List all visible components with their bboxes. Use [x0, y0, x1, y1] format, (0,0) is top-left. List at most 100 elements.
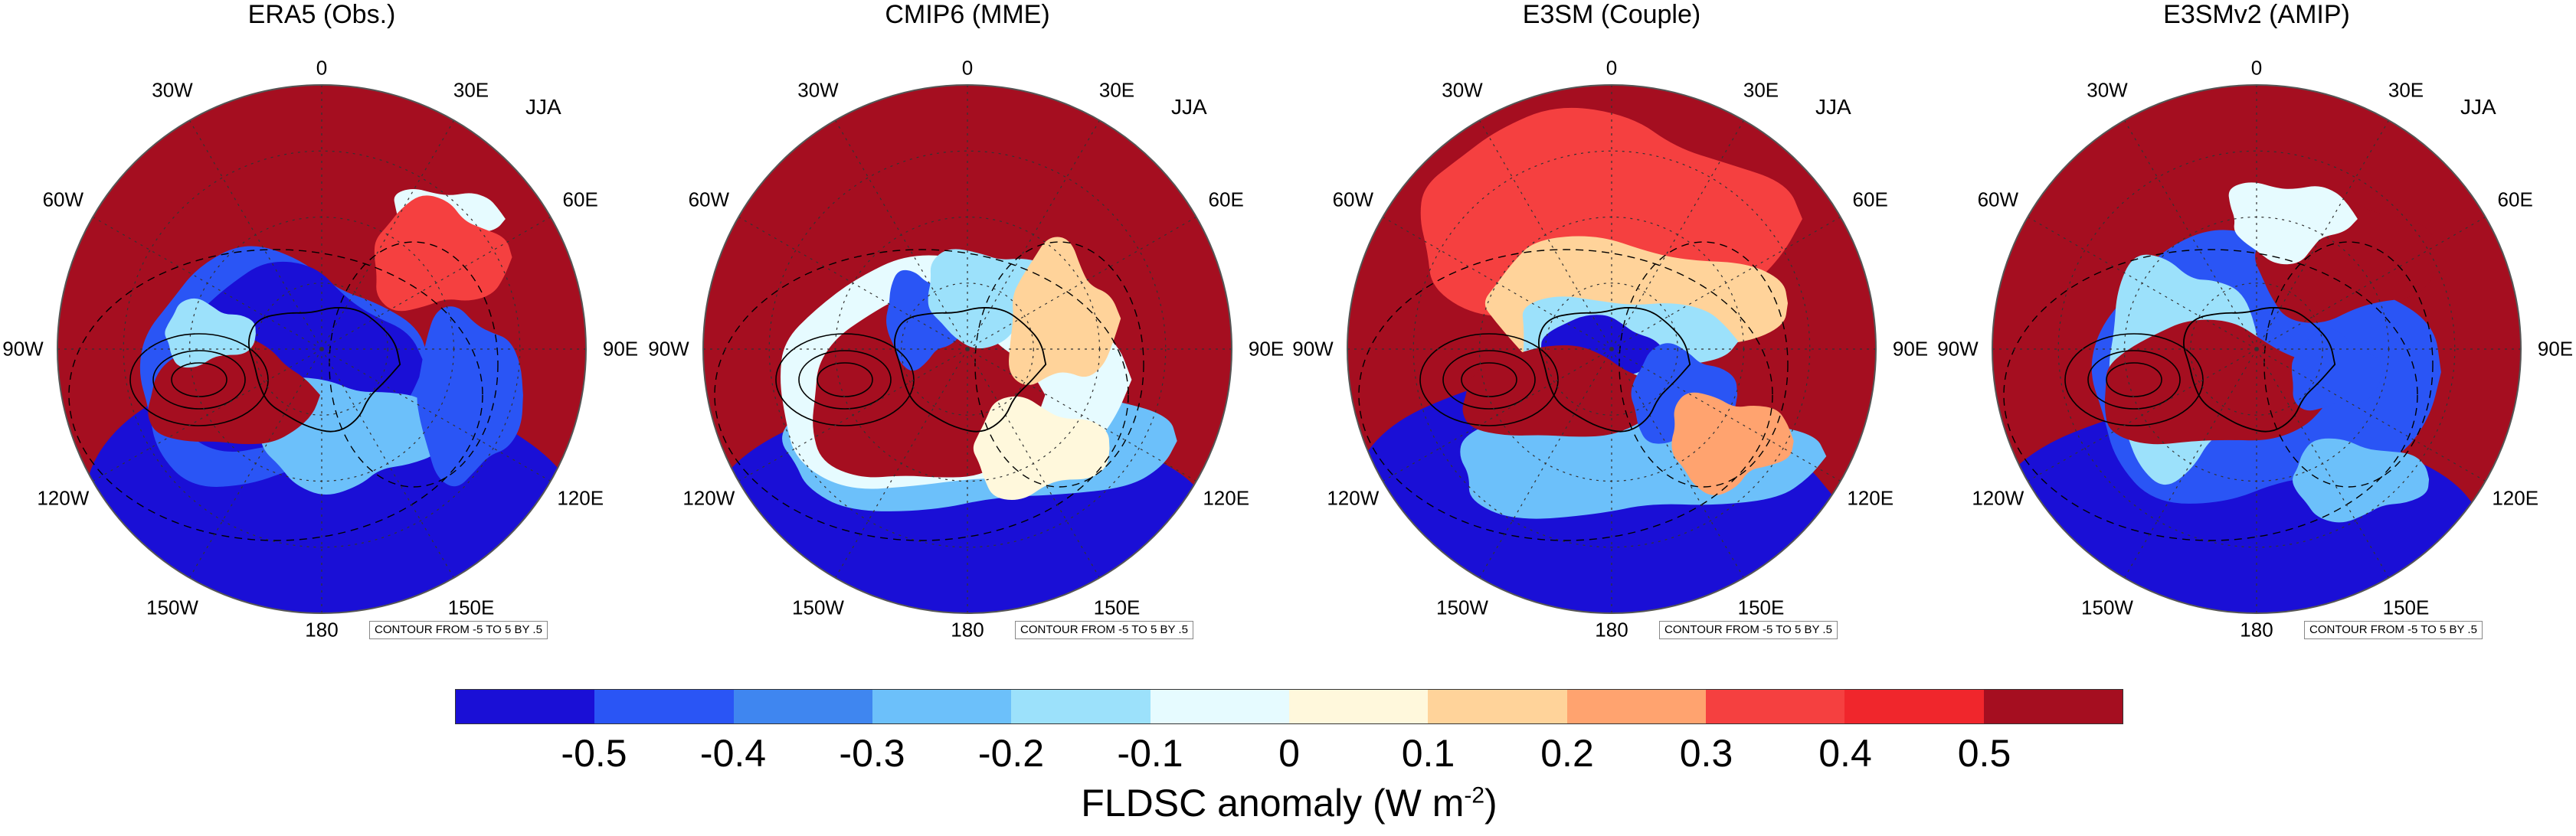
- longitude-label: 150W: [1436, 596, 1488, 619]
- meridian-gridline: [188, 348, 322, 579]
- anomaly-region: [2228, 182, 2358, 265]
- longitude-label: 150E: [447, 596, 495, 619]
- anomaly-region: [2291, 328, 2384, 411]
- longitude-label: 60E: [1852, 188, 1888, 211]
- coastline: [248, 307, 401, 433]
- longitude-label: 90E: [1892, 337, 1929, 361]
- colorbar-segment: [1844, 690, 1984, 723]
- colorbar-tick-label: -0.5: [561, 732, 627, 775]
- map-boundary: [57, 84, 587, 614]
- colorbar-title: FLDSC anomaly (W m-2): [1081, 782, 1497, 825]
- anomaly-region: [973, 396, 1110, 501]
- map-boundary: [1992, 84, 2522, 614]
- latitude-gridline: [255, 282, 388, 416]
- meridian-gridline: [2123, 348, 2257, 579]
- meridian-gridline: [1382, 216, 1612, 350]
- longitude-label: 30W: [152, 78, 193, 102]
- longitude-label: 30W: [797, 78, 839, 102]
- contour-line: [171, 362, 227, 397]
- coastline: [894, 307, 1047, 433]
- longitude-label: 0: [1605, 56, 1618, 80]
- season-label: JJA: [1815, 95, 1851, 119]
- longitude-label: 90E: [602, 337, 639, 361]
- meridian-gridline: [738, 216, 968, 350]
- longitude-label: 120W: [37, 486, 90, 510]
- longitude-label: 30E: [2388, 78, 2424, 102]
- anomaly-region: [2104, 319, 2336, 445]
- meridian-gridline: [321, 119, 455, 350]
- colorbar-segment: [733, 690, 872, 723]
- meridian-gridline: [1478, 119, 1612, 350]
- colorbar-tick-label: -0.4: [699, 732, 767, 775]
- longitude-label: 120E: [1203, 486, 1250, 510]
- contour-line-negative: [329, 241, 499, 488]
- meridian-gridline: [1478, 348, 1612, 579]
- longitude-label: 30E: [453, 78, 489, 102]
- longitude-label: 60W: [1332, 188, 1374, 211]
- latitude-gridline: [768, 150, 1167, 548]
- longitude-label: 30E: [1743, 78, 1779, 102]
- contour-note: CONTOUR FROM -5 TO 5 BY .5: [2304, 621, 2483, 639]
- meridian-gridline: [321, 348, 455, 579]
- longitude-label: 120E: [1847, 486, 1894, 510]
- contour-line-negative: [714, 249, 1129, 541]
- meridian-gridline: [738, 348, 968, 482]
- coastline: [2183, 307, 2336, 433]
- meridian-gridline: [1611, 216, 1841, 350]
- polar-map: [1992, 84, 2522, 614]
- anomaly-region: [1671, 392, 1794, 495]
- contour-line: [152, 350, 246, 410]
- contour-line-negative: [68, 249, 483, 541]
- colorbar-segment: [594, 690, 734, 723]
- colorbar-segment: [1705, 690, 1845, 723]
- colorbar-segment: [872, 690, 1012, 723]
- map-boundary: [702, 84, 1232, 614]
- longitude-label: 60W: [688, 188, 730, 211]
- colorbar-tick-label: 0.4: [1818, 732, 1872, 775]
- colorbar-segment: [1288, 690, 1429, 723]
- longitude-label: 120E: [2492, 486, 2539, 510]
- panel-title: CMIP6 (MME): [885, 0, 1050, 29]
- longitude-label: 150W: [792, 596, 844, 619]
- meridian-gridline: [967, 216, 1197, 350]
- longitude-label: 180: [951, 618, 984, 642]
- meridian-gridline: [321, 216, 552, 350]
- longitude-label: 60E: [2497, 188, 2533, 211]
- meridian-gridline: [1611, 348, 1841, 482]
- longitude-label: 90W: [648, 337, 689, 361]
- latitude-gridline: [2057, 150, 2456, 548]
- contour-note: CONTOUR FROM -5 TO 5 BY .5: [1659, 621, 1838, 639]
- meridian-gridline: [1382, 348, 1612, 482]
- longitude-label: 180: [1595, 618, 1628, 642]
- longitude-label: 150E: [1093, 596, 1141, 619]
- polar-map: [1347, 84, 1877, 614]
- contour-line-negative: [2003, 249, 2418, 541]
- anomaly-region: [1462, 345, 1665, 437]
- longitude-label: 60W: [1977, 188, 2019, 211]
- contour-line: [1419, 333, 1559, 426]
- longitude-label: 90W: [1292, 337, 1334, 361]
- latitude-gridline: [1412, 150, 1811, 548]
- meridian-gridline: [188, 119, 322, 350]
- contour-line: [129, 333, 269, 426]
- meridian-gridline: [834, 119, 968, 350]
- contour-line-negative: [2263, 241, 2434, 488]
- colorbar-tick-label: 0.2: [1540, 732, 1594, 775]
- longitude-label: 120W: [682, 486, 735, 510]
- colorbar-tick-label: 0.5: [1957, 732, 2011, 775]
- panel-title: E3SMv2 (AMIP): [2163, 0, 2350, 29]
- meridian-gridline: [2256, 348, 2486, 482]
- longitude-label: 120W: [1327, 486, 1380, 510]
- longitude-label: 120W: [1972, 486, 2024, 510]
- contour-line: [1442, 350, 1536, 410]
- contour-line-negative: [1358, 249, 1773, 541]
- latitude-gridline: [1545, 282, 1678, 416]
- colorbar-segment: [456, 690, 595, 723]
- longitude-label: 60W: [42, 188, 84, 211]
- longitude-label: 0: [2250, 56, 2263, 80]
- map-boundary: [1347, 84, 1877, 614]
- meridian-gridline: [2027, 348, 2257, 482]
- longitude-label: 120E: [557, 486, 604, 510]
- longitude-label: 60E: [1208, 188, 1244, 211]
- anomaly-region: [165, 298, 256, 368]
